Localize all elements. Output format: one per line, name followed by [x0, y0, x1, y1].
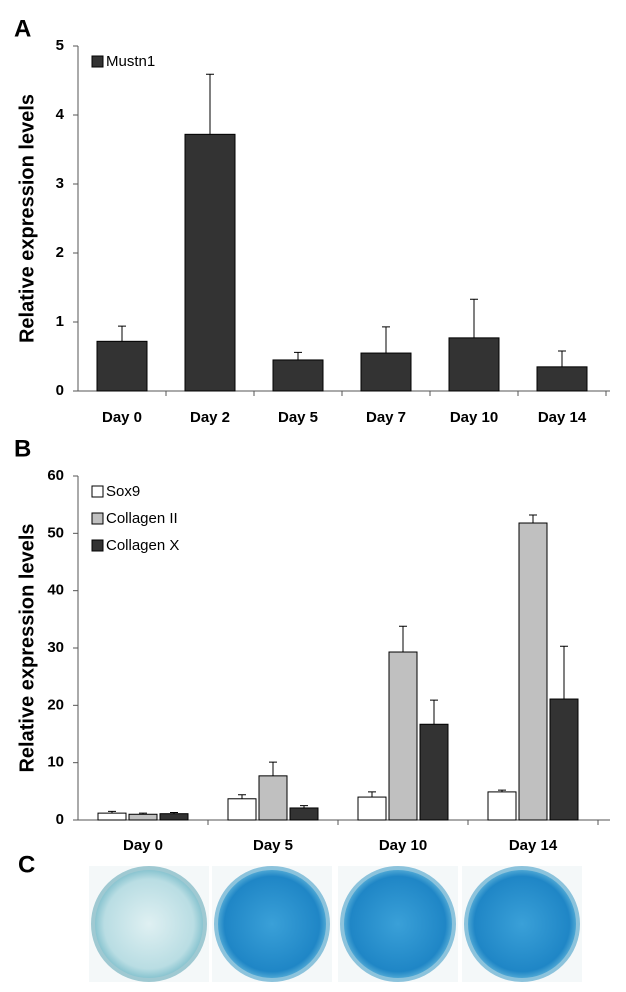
error-bar [470, 298, 478, 338]
bar [289, 807, 319, 821]
panel-label: C [18, 851, 35, 878]
bar [227, 798, 257, 821]
bar [159, 813, 189, 821]
x-tick-label: Day 10 [450, 409, 498, 426]
bar [184, 133, 236, 392]
bar [128, 813, 158, 821]
error-bar [399, 625, 407, 653]
legend-label: Collagen II [106, 510, 178, 527]
x-tick-label: Day 2 [190, 409, 230, 426]
error-bar [108, 810, 116, 814]
x-tick-label: Day 0 [123, 837, 163, 854]
bar [536, 366, 588, 392]
panel-label: B [14, 435, 31, 462]
error-bar [558, 350, 566, 367]
error-bar [368, 791, 376, 798]
error-bar [238, 794, 246, 799]
y-tick-label: 5 [56, 37, 64, 54]
panel-label: A [14, 15, 31, 42]
x-tick-label: Day 5 [253, 837, 293, 854]
y-axis-label: Relative expression levels [16, 94, 38, 343]
bar [549, 698, 579, 821]
y-axis-label: Relative expression levels [16, 523, 38, 772]
error-bar [294, 351, 302, 360]
dish [340, 866, 456, 982]
y-tick-label: 40 [47, 582, 64, 599]
bar [448, 337, 500, 392]
legend-label: Sox9 [106, 483, 140, 500]
error-bar [170, 812, 178, 814]
bar [388, 651, 418, 821]
error-bar [269, 761, 277, 776]
bar [357, 796, 387, 821]
y-tick-label: 0 [56, 382, 64, 399]
bar [272, 359, 324, 392]
x-tick-label: Day 5 [278, 409, 318, 426]
x-tick-label: Day 0 [102, 409, 142, 426]
error-bar [382, 326, 390, 354]
x-tick-label: Day 10 [379, 837, 427, 854]
dish [91, 866, 207, 982]
y-tick-label: 30 [47, 639, 64, 656]
dish [214, 866, 330, 982]
error-bar [430, 699, 438, 725]
y-tick-label: 60 [47, 467, 64, 484]
bar [518, 522, 548, 821]
y-tick-label: 0 [56, 811, 64, 828]
y-tick-label: 3 [56, 175, 64, 192]
legend-swatch [91, 512, 104, 525]
x-tick-label: Day 14 [509, 837, 558, 854]
y-tick-label: 20 [47, 696, 64, 713]
bar [97, 812, 127, 821]
y-tick-label: 1 [56, 313, 64, 330]
bar [258, 775, 288, 821]
bar [419, 723, 449, 821]
legend-label: Collagen X [106, 537, 179, 554]
y-tick-label: 4 [56, 106, 65, 123]
x-tick-label: Day 14 [538, 409, 587, 426]
legend-swatch [91, 55, 104, 68]
y-tick-label: 50 [47, 524, 64, 541]
legend-label: Mustn1 [106, 53, 155, 70]
bar [487, 791, 517, 821]
error-bar [498, 789, 506, 792]
dish-photos [89, 866, 582, 982]
error-bar [118, 325, 126, 342]
legend-swatch [91, 539, 104, 552]
y-tick-label: 10 [47, 754, 64, 771]
error-bar [529, 514, 537, 524]
error-bar [560, 645, 568, 700]
error-bar [206, 73, 214, 135]
error-bar [139, 812, 147, 815]
legend-swatch [91, 485, 104, 498]
bar [360, 352, 412, 392]
dish [464, 866, 580, 982]
error-bar [300, 805, 308, 808]
y-tick-label: 2 [56, 244, 64, 261]
x-tick-label: Day 7 [366, 409, 406, 426]
bar [96, 340, 148, 392]
